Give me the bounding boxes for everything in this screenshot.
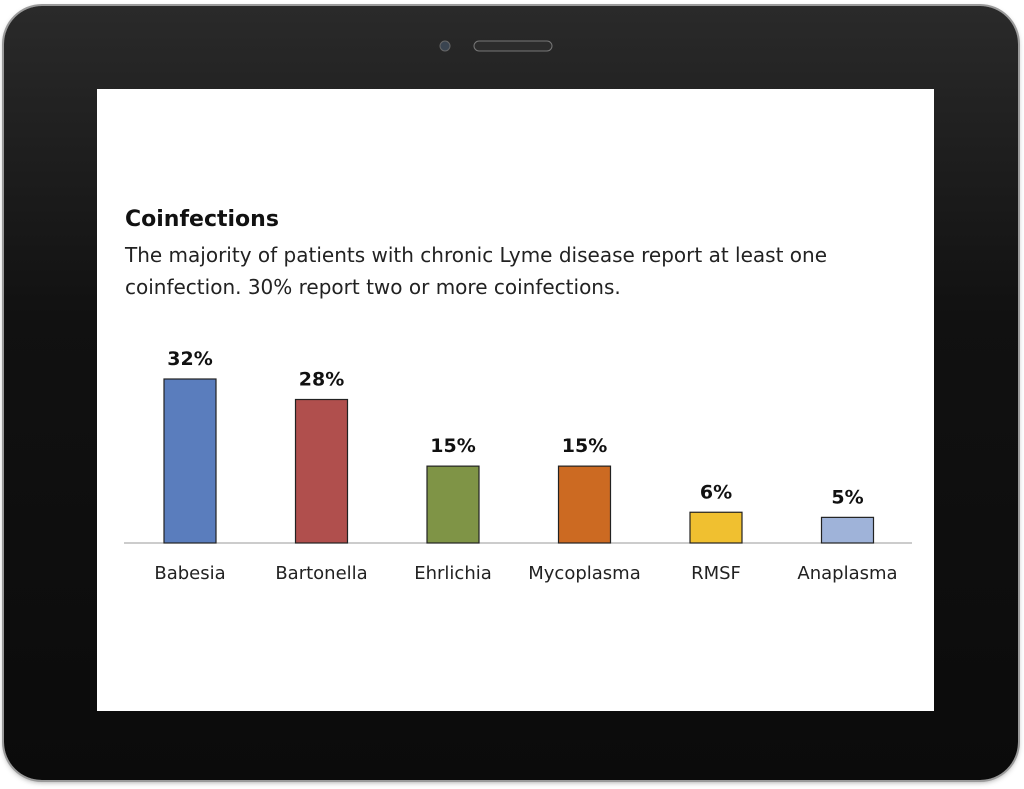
screen: Coinfections The majority of patients wi… bbox=[97, 89, 934, 711]
value-label: 15% bbox=[430, 435, 475, 457]
bar bbox=[689, 511, 743, 544]
value-label: 5% bbox=[831, 486, 863, 508]
x-tick-label: Ehrlichia bbox=[414, 563, 492, 584]
bar bbox=[557, 465, 612, 544]
value-label: 32% bbox=[167, 348, 212, 370]
chart: 32% Babesia 28% Bartonella 15% Ehrlichia 15% My… bbox=[124, 348, 912, 584]
x-tick-label: RMSF bbox=[691, 563, 741, 584]
bar bbox=[426, 465, 480, 544]
bar bbox=[163, 378, 217, 544]
x-tick-label: Babesia bbox=[154, 563, 225, 584]
x-tick-label: Mycoplasma bbox=[528, 563, 641, 584]
chart-subtitle: The majority of patients with chronic Ly… bbox=[125, 243, 828, 299]
speaker bbox=[473, 40, 553, 52]
tablet-top bbox=[439, 40, 553, 52]
chart-title: Coinfections bbox=[125, 207, 279, 232]
value-label: 6% bbox=[700, 481, 732, 503]
x-tick-label: Anaplasma bbox=[797, 563, 897, 584]
value-label: 15% bbox=[562, 435, 607, 457]
camera bbox=[439, 40, 451, 52]
tablet-frame: Coinfections The majority of patients wi… bbox=[4, 6, 1018, 780]
bar bbox=[820, 516, 875, 544]
value-label: 28% bbox=[299, 369, 344, 391]
x-tick-label: Bartonella bbox=[275, 563, 367, 584]
bar bbox=[294, 398, 349, 544]
